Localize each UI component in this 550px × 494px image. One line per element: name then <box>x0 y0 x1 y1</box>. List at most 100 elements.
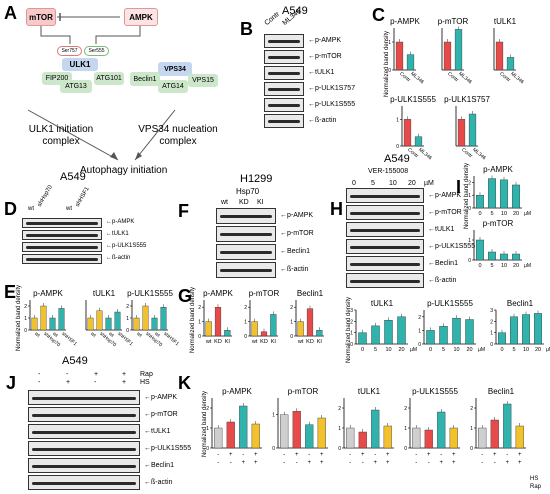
category-label: wt <box>51 331 59 339</box>
bar <box>142 305 149 331</box>
y-tick-label: 0 <box>244 334 247 340</box>
blot-row-2 <box>28 424 140 439</box>
bar <box>292 411 301 449</box>
blot-band <box>220 251 272 254</box>
y-axis-caption: Normalized band density <box>190 287 196 353</box>
condition-rap: - <box>217 460 219 466</box>
condition-hs: - <box>506 452 508 458</box>
bar <box>478 427 487 449</box>
blot-band <box>268 40 300 43</box>
ulk1-node: ULK1 <box>62 58 98 71</box>
bar <box>437 411 446 449</box>
chart-title: p-ULK1S555 <box>427 299 473 308</box>
panel-letter-d: D <box>4 199 17 219</box>
chart-title: p-AMPK <box>483 165 513 174</box>
bar <box>498 332 506 345</box>
mtor-node: mTOR <box>26 8 56 26</box>
blot-row-label: ß-actin <box>308 117 336 124</box>
blot-row-label: ß-actin <box>144 479 172 486</box>
panel-f-lane-3: KI <box>257 199 264 206</box>
panel-j-hs-label: HS <box>140 379 150 386</box>
blot-row-label: p-mTOR <box>308 53 342 60</box>
bar <box>522 314 530 345</box>
y-tick-label: 2 <box>490 319 493 325</box>
category-label: wt <box>33 331 41 339</box>
blot-band <box>268 72 300 75</box>
condition-rap: + <box>373 460 377 466</box>
blot-band <box>350 263 420 266</box>
y-tick-label: 2 <box>126 304 129 310</box>
y-tick-label: 1 <box>206 426 209 432</box>
unit-label: µM <box>478 347 485 353</box>
panel-j-hs-2: + <box>66 379 71 386</box>
chart-title: tULK1 <box>371 299 394 308</box>
blot-row-5 <box>264 114 304 128</box>
bar <box>96 310 103 331</box>
panel-h-dose-20: 20 <box>408 180 416 187</box>
condition-rap: - <box>481 460 483 466</box>
y-axis-caption: Normalized band density <box>16 285 22 351</box>
blot-row-label: p-mTOR <box>144 411 178 418</box>
bar <box>270 314 277 337</box>
y-tick-label: 1 <box>388 40 391 46</box>
y-tick-label: 1 <box>470 426 473 432</box>
panel-letter-i: I <box>456 177 462 197</box>
blot-row-1 <box>346 205 424 220</box>
panel-f-lane-2: KD <box>239 199 249 206</box>
condition-rap: - <box>362 460 364 466</box>
panel-k-hs-label: HS <box>530 476 539 482</box>
y-tick-label: 1 <box>404 426 407 432</box>
blot-band <box>26 246 98 249</box>
bar <box>465 319 474 345</box>
y-tick-label: 0 <box>468 206 471 212</box>
y-tick-label: 0 <box>272 446 275 452</box>
blot-row-label: tULK1 <box>144 428 170 435</box>
category-label: 5 <box>374 347 377 353</box>
y-tick-label: 0 <box>338 446 341 452</box>
blot-row-label: p-AMPK <box>106 219 134 225</box>
blot-row-label: p-AMPK <box>428 192 461 199</box>
blot-band <box>26 222 98 225</box>
bar <box>214 307 222 337</box>
chart-title: p-ULK1S555 <box>390 95 436 104</box>
bar <box>395 41 404 71</box>
bar <box>58 308 65 331</box>
panel-f-header: Hsp70 <box>236 187 260 196</box>
blot-row-4 <box>346 256 424 271</box>
category-label: 0 <box>429 347 432 353</box>
category-label: 0 <box>478 211 481 217</box>
atg14-node: ATG14 <box>158 80 188 93</box>
bar <box>406 54 415 71</box>
beclin1-node: Beclin1 <box>130 72 160 86</box>
chart-title: p-mTOR <box>249 289 280 298</box>
y-tick-label: 1 <box>468 193 471 199</box>
y-axis-caption: Normalized band density <box>464 163 470 229</box>
blot-row-label: Beclin1 <box>144 462 174 469</box>
blot-band <box>268 56 300 59</box>
blot-row-label: p-ULK1S555 <box>428 243 475 250</box>
blot-band <box>268 104 300 107</box>
category-label: wt <box>107 331 115 339</box>
ser757-site: Ser757 <box>57 46 82 56</box>
panel-j-rap-2: - <box>66 371 69 378</box>
y-tick-label: 3 <box>350 308 353 314</box>
panel-letter-j: J <box>6 373 17 393</box>
category-label: wt <box>89 331 97 339</box>
blot-row-2 <box>346 222 424 237</box>
bar <box>297 321 304 337</box>
blot-row-label: tULK1 <box>106 231 129 237</box>
condition-hs: - <box>349 452 351 458</box>
blot-row-5 <box>28 475 140 490</box>
category-label: 0 <box>500 347 503 353</box>
blot-row-label: p-ULK1S555 <box>106 243 146 249</box>
bar <box>439 326 448 345</box>
bar <box>224 330 231 337</box>
chart-title: tULK1 <box>358 387 381 396</box>
bar <box>468 113 477 147</box>
unit-label: µM <box>524 263 531 269</box>
panel-j-hs-3: - <box>94 379 97 386</box>
bar <box>449 427 458 449</box>
panel-h-unit: µM <box>424 180 434 187</box>
condition-rap: + <box>241 460 245 466</box>
condition-hs: - <box>242 452 244 458</box>
